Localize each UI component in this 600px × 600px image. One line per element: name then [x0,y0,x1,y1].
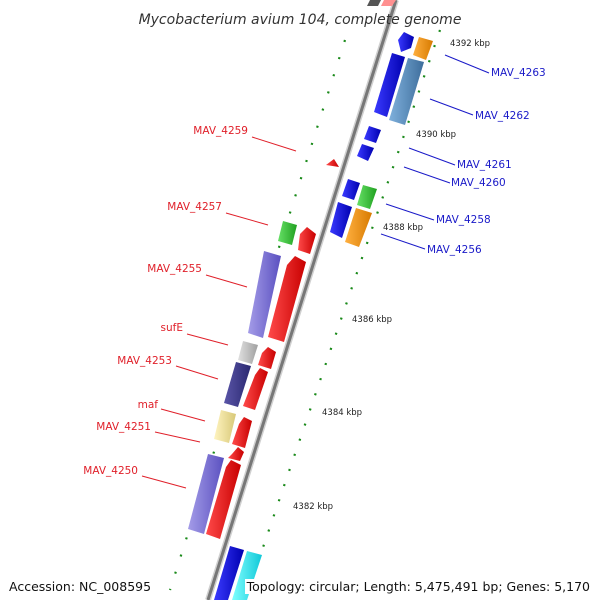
scale-label-4382: 4382 kbp [293,502,333,512]
label-mav4251[interactable]: MAV_4251 [96,421,151,433]
gene-mav4260-arrow[interactable] [357,144,374,161]
label-mav4253[interactable]: MAV_4253 [117,355,172,367]
label-mav4255[interactable]: MAV_4255 [147,263,202,275]
top-partial-features [367,0,396,6]
label-mav4258[interactable]: MAV_4258 [436,214,491,226]
gene-mav4256-arrow[interactable] [330,202,372,247]
genome-summary-text: Topology: circular; Length: 5,475,491 bp… [244,579,592,594]
label-mav4250[interactable]: MAV_4250 [83,465,138,477]
label-mav4262[interactable]: MAV_4262 [475,110,530,122]
gene-mav4255-arrow[interactable] [248,251,306,342]
left-leader-lines [141,136,297,489]
gene-mav4257-arrow[interactable] [278,221,316,254]
scale-label-4384: 4384 kbp [322,408,362,418]
gene-sufe-arrow[interactable] [238,341,276,369]
gene-mav4251-arrow[interactable] [232,417,252,448]
scale-label-4388: 4388 kbp [383,223,423,233]
label-mav4256[interactable]: MAV_4256 [427,244,482,256]
label-sufe[interactable]: sufE [161,322,183,334]
scale-label-4386: 4386 kbp [352,315,392,325]
gene-mav4262-arrow[interactable] [374,53,424,125]
label-mav4263[interactable]: MAV_4263 [491,67,546,79]
label-mav4257[interactable]: MAV_4257 [167,201,222,213]
label-mav4260[interactable]: MAV_4260 [451,177,506,189]
gene-maf-arrow[interactable] [214,410,236,443]
gene-mav4258-arrow[interactable] [342,179,377,209]
scale-label-4392: 4392 kbp [450,39,490,49]
right-leader-lines [380,54,490,250]
scale-label-4390: 4390 kbp [416,130,456,140]
label-maf[interactable]: maf [138,399,159,411]
gene-mav4259-arrow[interactable] [326,159,339,167]
gene-mav4253-arrow[interactable] [224,362,268,410]
map-title: Mycobacterium avium 104, complete genome [139,12,462,28]
gene-mav4250-arrow[interactable] [188,447,244,539]
gene-mav4261-arrow[interactable] [364,126,381,143]
label-mav4261[interactable]: MAV_4261 [457,159,512,171]
accession-text: Accession: NC_008595 [7,579,154,594]
genome-backbone [205,0,399,600]
label-mav4259[interactable]: MAV_4259 [193,125,248,137]
bottom-partial-features [214,546,262,600]
gene-mav4263-arrow[interactable] [398,32,433,60]
